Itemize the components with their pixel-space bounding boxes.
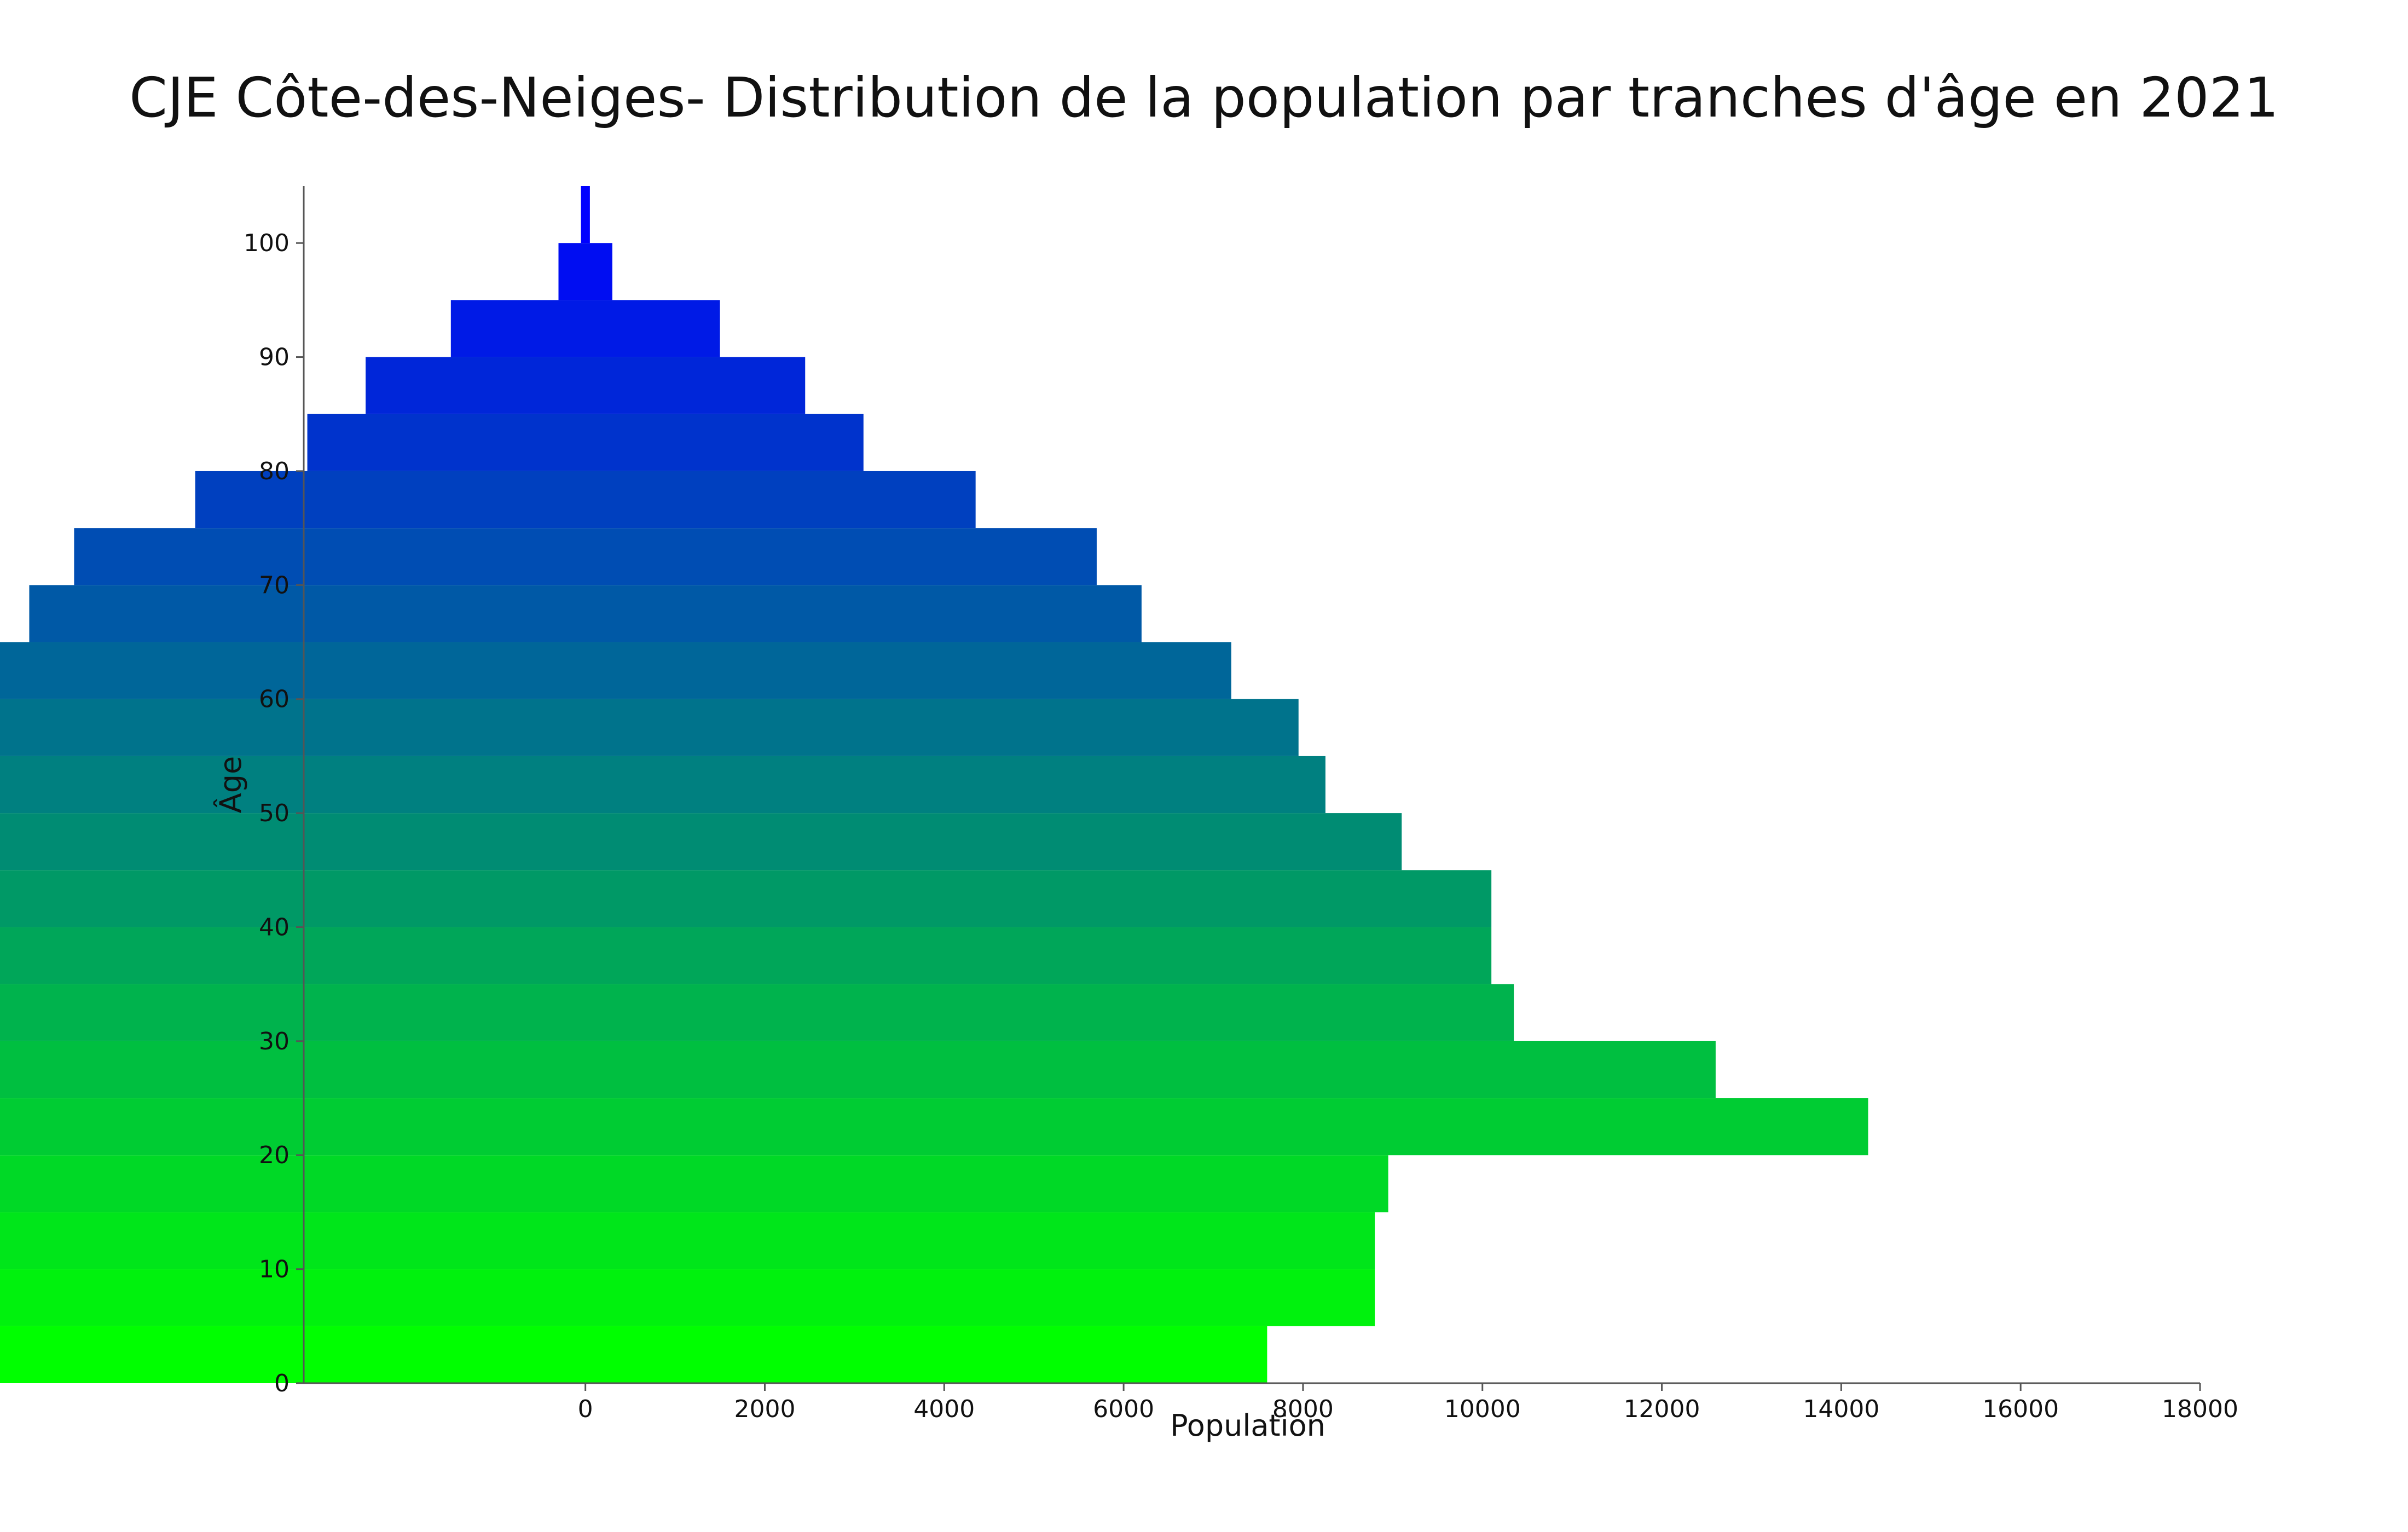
x-tick-label: 2000 bbox=[734, 1395, 795, 1423]
bar-age-5-9 bbox=[0, 1269, 1375, 1326]
axes-group bbox=[303, 186, 2200, 1384]
y-tick-label: 100 bbox=[244, 229, 290, 257]
bar-age-10-14 bbox=[0, 1212, 1375, 1269]
y-tick-label: 40 bbox=[259, 913, 290, 941]
bar-age-20-24 bbox=[0, 1098, 1868, 1156]
bar-age-30-34 bbox=[0, 984, 1514, 1041]
bar-age-90-94 bbox=[450, 300, 720, 357]
bar-age-80-84 bbox=[307, 414, 864, 471]
bar-age-85-89 bbox=[366, 357, 806, 414]
y-tick-label: 30 bbox=[259, 1028, 290, 1055]
bar-age-95-99 bbox=[558, 243, 612, 300]
y-tick-label: 90 bbox=[259, 344, 290, 372]
bar-age-75-79 bbox=[195, 471, 976, 529]
x-tick-label: 18000 bbox=[2162, 1395, 2238, 1423]
chart-title: CJE Côte-des-Neiges- Distribution de la … bbox=[129, 66, 2279, 130]
y-tick-label: 50 bbox=[259, 799, 290, 827]
x-tick-label: 16000 bbox=[1982, 1395, 2059, 1423]
x-ticks-group: 0 2000 4000 6000 8000 10000 12000 14000 16000 180… bbox=[578, 1383, 2238, 1423]
bar-age-0-4 bbox=[0, 1326, 1267, 1383]
y-tick-label: 0 bbox=[274, 1369, 290, 1397]
y-tick-label: 20 bbox=[259, 1141, 290, 1169]
y-tick-label: 10 bbox=[259, 1256, 290, 1284]
bar-age-60-64 bbox=[0, 642, 1231, 699]
bar-age-50-54 bbox=[0, 756, 1325, 814]
bar-age-15-19 bbox=[0, 1155, 1388, 1212]
x-tick-label: 0 bbox=[578, 1395, 593, 1423]
bar-age-25-29 bbox=[0, 1041, 1716, 1099]
bar-age-35-39 bbox=[0, 927, 1492, 984]
bar-age-45-49 bbox=[0, 813, 1402, 871]
x-tick-label: 8000 bbox=[1272, 1395, 1334, 1423]
x-tick-label: 10000 bbox=[1444, 1395, 1521, 1423]
y-axis-label: Âge bbox=[213, 756, 248, 813]
x-tick-label: 6000 bbox=[1093, 1395, 1154, 1423]
y-tick-label: 70 bbox=[259, 571, 290, 599]
bar-age-70-74 bbox=[74, 528, 1097, 585]
x-axis-label: Population bbox=[1170, 1408, 1325, 1443]
bar-age-55-59 bbox=[0, 699, 1299, 756]
y-tick-label: 60 bbox=[259, 686, 290, 713]
y-tick-label: 80 bbox=[259, 457, 290, 485]
x-tick-label: 12000 bbox=[1624, 1395, 1700, 1423]
x-tick-label: 4000 bbox=[913, 1395, 975, 1423]
bars-group bbox=[0, 186, 1868, 1383]
bar-age-65-69 bbox=[29, 585, 1142, 642]
y-ticks-group: 0 10 20 30 40 50 60 70 80 90 100 bbox=[244, 229, 304, 1397]
x-tick-label: 14000 bbox=[1803, 1395, 1879, 1423]
bar-age-40-44 bbox=[0, 870, 1492, 927]
bar-age-100+ bbox=[581, 186, 590, 243]
